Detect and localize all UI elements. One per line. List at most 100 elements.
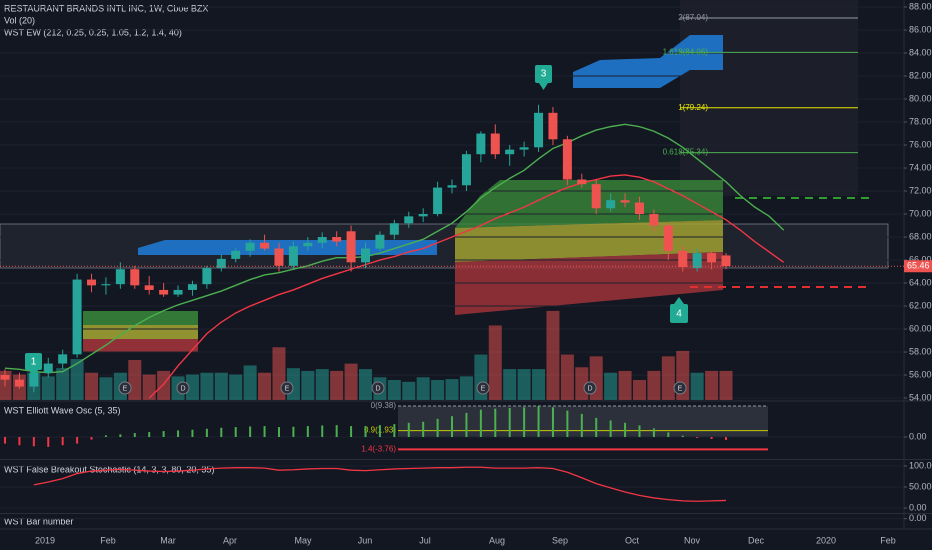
y-tick-label: 68.00 — [909, 231, 932, 241]
ew-band-blue — [573, 35, 723, 88]
osc-bar — [523, 407, 526, 437]
y-tick-label: 62.00 — [909, 300, 932, 310]
osc-bar — [681, 435, 684, 437]
osc-bar — [335, 425, 338, 437]
x-tick-label: Oct — [625, 535, 640, 545]
y-tick-label: 58.00 — [909, 346, 932, 356]
osc-bar — [537, 406, 540, 437]
ew-zone-yellow — [83, 325, 198, 339]
osc-bar — [234, 427, 237, 437]
wave-label: 4 — [676, 309, 682, 320]
fib-label: 0.618(75.34) — [663, 148, 709, 157]
candle-body — [447, 185, 457, 188]
fib-zone — [680, 0, 858, 196]
event-marker — [118, 381, 132, 395]
osc-bar — [566, 410, 569, 437]
osc-bar — [4, 436, 6, 444]
osc-bar — [494, 408, 497, 437]
moving-average — [4, 123, 785, 374]
volume-bar — [445, 379, 459, 400]
y-tick-label: 66.00 — [909, 254, 932, 264]
wave-pointer — [29, 370, 38, 377]
osc-bar — [220, 427, 223, 437]
volume-bar — [517, 369, 531, 400]
moving-average — [148, 174, 785, 399]
title: RESTAURANT BRANDS INTL INC, 1W, Cboe BZX — [4, 3, 208, 13]
candle-body — [663, 225, 673, 251]
event-label: D — [587, 385, 592, 392]
wave-pointer — [539, 83, 548, 90]
candle-body — [245, 242, 255, 251]
volume-bar — [200, 372, 214, 400]
osc-bar — [465, 412, 468, 437]
osc-bar — [580, 413, 583, 437]
candle-body — [562, 139, 572, 180]
candle-body — [303, 242, 313, 247]
osc-bar — [710, 436, 713, 439]
volume-bar — [229, 374, 243, 400]
volume-bar — [459, 376, 473, 400]
fib-label: 1(79.24) — [678, 103, 708, 112]
volume-bar — [705, 370, 719, 400]
y-tick-label: 56.00 — [909, 369, 932, 379]
volume-bar — [632, 380, 646, 400]
x-tick-label: May — [294, 535, 312, 545]
volume-bar — [431, 380, 445, 400]
candle-body — [43, 363, 53, 373]
candle-body — [548, 112, 558, 140]
osc-bar — [451, 416, 454, 437]
candle-body — [519, 147, 529, 150]
wave-pointer — [674, 297, 684, 304]
osc-bar — [148, 432, 151, 437]
volume-bar — [41, 376, 55, 400]
wave-marker: 1 — [25, 353, 42, 377]
candle-body — [317, 237, 327, 243]
fib-label: 1.618(84.06) — [663, 47, 709, 56]
volume-bar — [70, 359, 84, 400]
candle-body — [187, 284, 197, 290]
candle-body — [332, 237, 342, 242]
candle-body — [418, 214, 428, 217]
volume-bar — [488, 325, 502, 400]
x-tick-label: Jun — [358, 535, 373, 545]
osc-bar — [508, 407, 511, 437]
event-marker — [176, 381, 190, 395]
osc-bar — [696, 436, 699, 438]
candle-body — [231, 250, 241, 259]
range-box — [0, 223, 889, 269]
candle-body — [505, 149, 515, 155]
osc-bar — [725, 436, 727, 440]
volume-bar — [661, 356, 675, 400]
event-label: E — [285, 385, 290, 392]
candle-body — [274, 248, 284, 266]
event-label: D — [180, 385, 185, 392]
candle-body — [721, 255, 731, 267]
osc-bar — [277, 427, 280, 437]
osc-bar — [162, 431, 165, 437]
y-tick-label: 0.00 — [909, 502, 927, 512]
candle-body — [476, 133, 486, 155]
stochastic-line — [33, 466, 727, 502]
event-marker — [476, 381, 490, 395]
osc-bar — [652, 428, 655, 437]
volume-bar — [719, 370, 733, 400]
osc-bar — [306, 426, 309, 437]
candle-body — [375, 234, 385, 249]
volume-bar — [503, 369, 517, 400]
volume-bar — [0, 370, 12, 400]
osc-bar — [321, 425, 324, 437]
wave-box — [25, 353, 42, 370]
candle-body — [29, 372, 39, 387]
candle-body — [606, 200, 616, 209]
candle-body — [159, 289, 169, 295]
event-label: E — [123, 385, 128, 392]
y-tick-label: 88.00 — [909, 1, 932, 11]
y-tick-label: 84.00 — [909, 47, 932, 57]
x-tick-label: Feb — [100, 535, 116, 545]
osc-bar — [393, 424, 396, 437]
candle-body — [87, 279, 97, 286]
osc-bar — [378, 425, 381, 437]
volume-bar — [402, 381, 416, 400]
candle-body — [288, 246, 298, 266]
candle-body — [58, 354, 68, 364]
